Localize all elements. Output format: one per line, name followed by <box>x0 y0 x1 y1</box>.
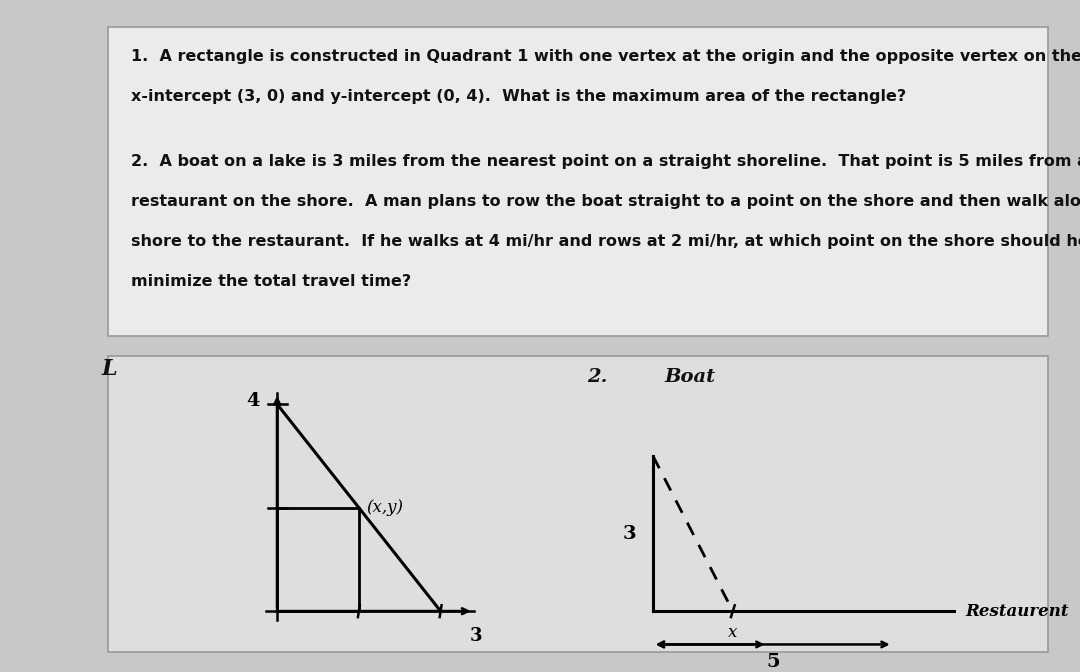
Text: 5: 5 <box>766 653 780 671</box>
Bar <box>108 356 1048 652</box>
Text: 2.  A boat on a lake is 3 miles from the nearest point on a straight shoreline. : 2. A boat on a lake is 3 miles from the … <box>132 154 1080 169</box>
Text: minimize the total travel time?: minimize the total travel time? <box>132 274 411 289</box>
Text: shore to the restaurant.  If he walks at 4 mi/hr and rows at 2 mi/hr, at which p: shore to the restaurant. If he walks at … <box>132 234 1080 249</box>
Text: restaurant on the shore.  A man plans to row the boat straight to a point on the: restaurant on the shore. A man plans to … <box>132 194 1080 209</box>
Text: 2.: 2. <box>588 368 608 386</box>
Text: (x,y): (x,y) <box>366 499 404 516</box>
Text: 3: 3 <box>470 628 483 645</box>
Text: x: x <box>728 624 738 642</box>
Text: 1.  A rectangle is constructed in Quadrant 1 with one vertex at the origin and t: 1. A rectangle is constructed in Quadran… <box>132 48 1080 64</box>
Text: x-intercept (3, 0) and y-intercept (0, 4).  What is the maximum area of the rect: x-intercept (3, 0) and y-intercept (0, 4… <box>132 89 906 103</box>
Bar <box>278 508 359 612</box>
Text: L: L <box>102 358 117 380</box>
Text: 4: 4 <box>246 392 260 409</box>
Text: Restaurent: Restaurent <box>964 603 1068 620</box>
Text: 3: 3 <box>622 525 636 542</box>
Text: Boat: Boat <box>664 368 715 386</box>
